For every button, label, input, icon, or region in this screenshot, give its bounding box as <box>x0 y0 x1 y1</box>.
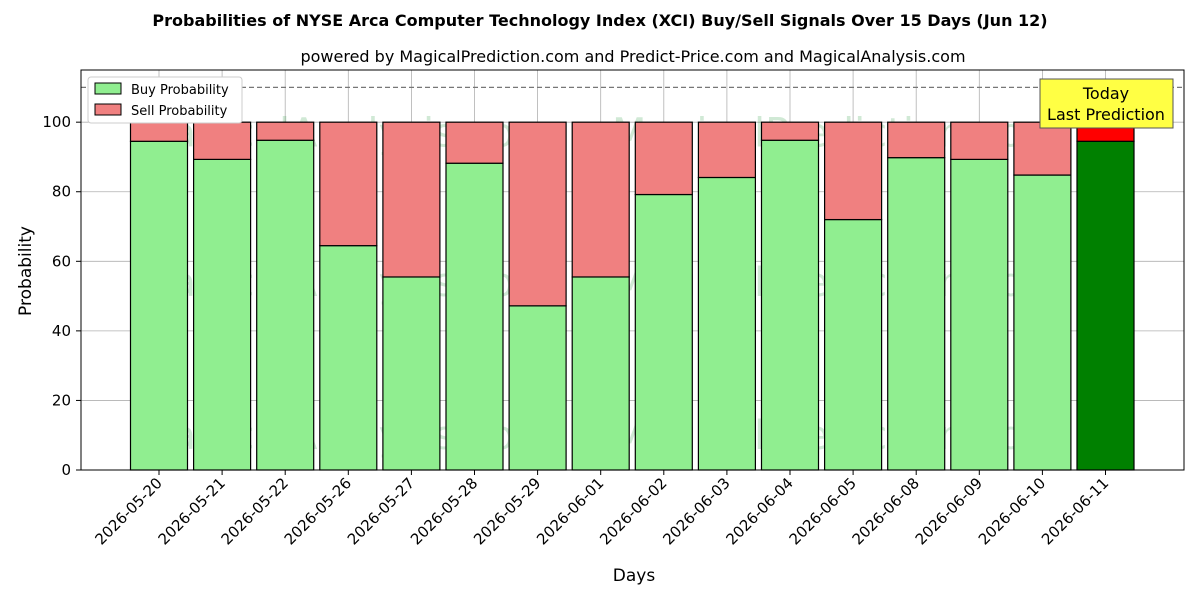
bar-buy-2026-05-27 <box>382 276 441 471</box>
legend-swatch-buy <box>94 82 122 95</box>
bar-sell-2026-06-01 <box>571 121 630 278</box>
bar-buy-2026-05-20 <box>129 140 189 471</box>
chart-subtitle: powered by MagicalPrediction.com and Pre… <box>300 47 965 66</box>
legend-frame <box>87 76 243 124</box>
bar-buy-2026-06-04 <box>760 139 820 471</box>
x-tick-label: 2026-05-27 <box>344 474 418 548</box>
x-tick-label: 2026-06-05 <box>786 474 860 548</box>
x-tick-label: 2026-06-03 <box>659 474 733 548</box>
bar-buy-2026-05-21 <box>193 158 252 471</box>
plot-frame <box>80 69 1185 471</box>
y-tick-label: 0 <box>61 461 71 479</box>
bar-sell-2026-05-27 <box>382 121 441 278</box>
legend-label-sell: Sell Probability <box>131 104 228 119</box>
bar-sell-2026-06-04 <box>760 121 820 141</box>
x-tick-label: 2026-05-20 <box>91 474 165 548</box>
x-tick-label: 2026-06-09 <box>912 474 986 548</box>
y-tick-label: 20 <box>52 391 71 409</box>
bar-buy-2026-06-10 <box>1013 174 1072 471</box>
bars <box>129 121 1135 471</box>
bar-sell-2026-05-26 <box>319 121 378 247</box>
x-tick-label: 2026-05-21 <box>155 474 229 548</box>
bar-sell-2026-06-08 <box>887 121 946 159</box>
bar-buy-2026-05-22 <box>256 139 315 471</box>
y-axis-label: Probability <box>16 226 36 316</box>
bar-sell-2026-05-21 <box>193 121 252 160</box>
today-annotation: Today Last Prediction <box>1039 78 1174 129</box>
y-tick-label: 100 <box>42 113 71 131</box>
annotation-box <box>1039 78 1174 129</box>
bar-buy-2026-05-26 <box>319 245 378 471</box>
bar-sell-2026-05-28 <box>445 121 504 164</box>
axes <box>80 69 1185 471</box>
x-tick-label: 2026-06-01 <box>533 474 607 548</box>
bar-sell-2026-06-09 <box>950 121 1009 160</box>
legend-swatch-sell <box>94 103 122 116</box>
bar-sell-2026-05-22 <box>256 121 315 141</box>
bar-sell-2026-06-10 <box>1013 121 1072 176</box>
legend: Buy Probability Sell Probability <box>87 76 243 124</box>
bar-sell-2026-06-02 <box>634 121 693 196</box>
x-tick-label: 2026-05-29 <box>470 474 544 548</box>
x-tick-label: 2026-06-10 <box>975 474 1049 548</box>
bar-buy-2026-06-02 <box>634 193 693 471</box>
bar-buy-2026-05-29 <box>508 305 567 471</box>
y-tick-label: 60 <box>52 252 71 270</box>
x-axis-label: Days <box>613 566 656 586</box>
x-tick-label: 2026-06-11 <box>1038 474 1112 548</box>
bar-buy-2026-06-11 <box>1076 140 1135 471</box>
y-tick-label: 40 <box>52 322 71 340</box>
chart-title: Probabilities of NYSE Arca Computer Tech… <box>152 11 1047 30</box>
bar-buy-2026-06-01 <box>571 276 630 471</box>
bar-buy-2026-06-09 <box>950 158 1009 471</box>
x-tick-label: 2026-06-04 <box>722 474 796 548</box>
bar-sell-2026-05-29 <box>508 121 567 307</box>
x-tick-label: 2026-06-02 <box>596 474 670 548</box>
x-tick-label: 2026-06-08 <box>849 474 923 548</box>
x-tick-label: 2026-05-28 <box>407 474 481 548</box>
bar-buy-2026-05-28 <box>445 162 504 471</box>
x-tick-label: 2026-05-26 <box>281 474 355 548</box>
x-tick-label: 2026-05-22 <box>218 474 292 548</box>
bar-sell-2026-05-20 <box>129 121 189 142</box>
annotation-line-1: Today <box>1082 84 1129 103</box>
bar-buy-2026-06-03 <box>697 176 757 471</box>
legend-label-buy: Buy Probability <box>131 83 229 98</box>
bar-sell-2026-06-05 <box>823 121 883 221</box>
annotation-line-2: Last Prediction <box>1047 105 1165 124</box>
y-tick-label: 80 <box>52 183 71 201</box>
bar-buy-2026-06-08 <box>887 157 946 471</box>
bar-buy-2026-06-05 <box>823 218 883 471</box>
bar-sell-2026-06-03 <box>697 121 757 179</box>
